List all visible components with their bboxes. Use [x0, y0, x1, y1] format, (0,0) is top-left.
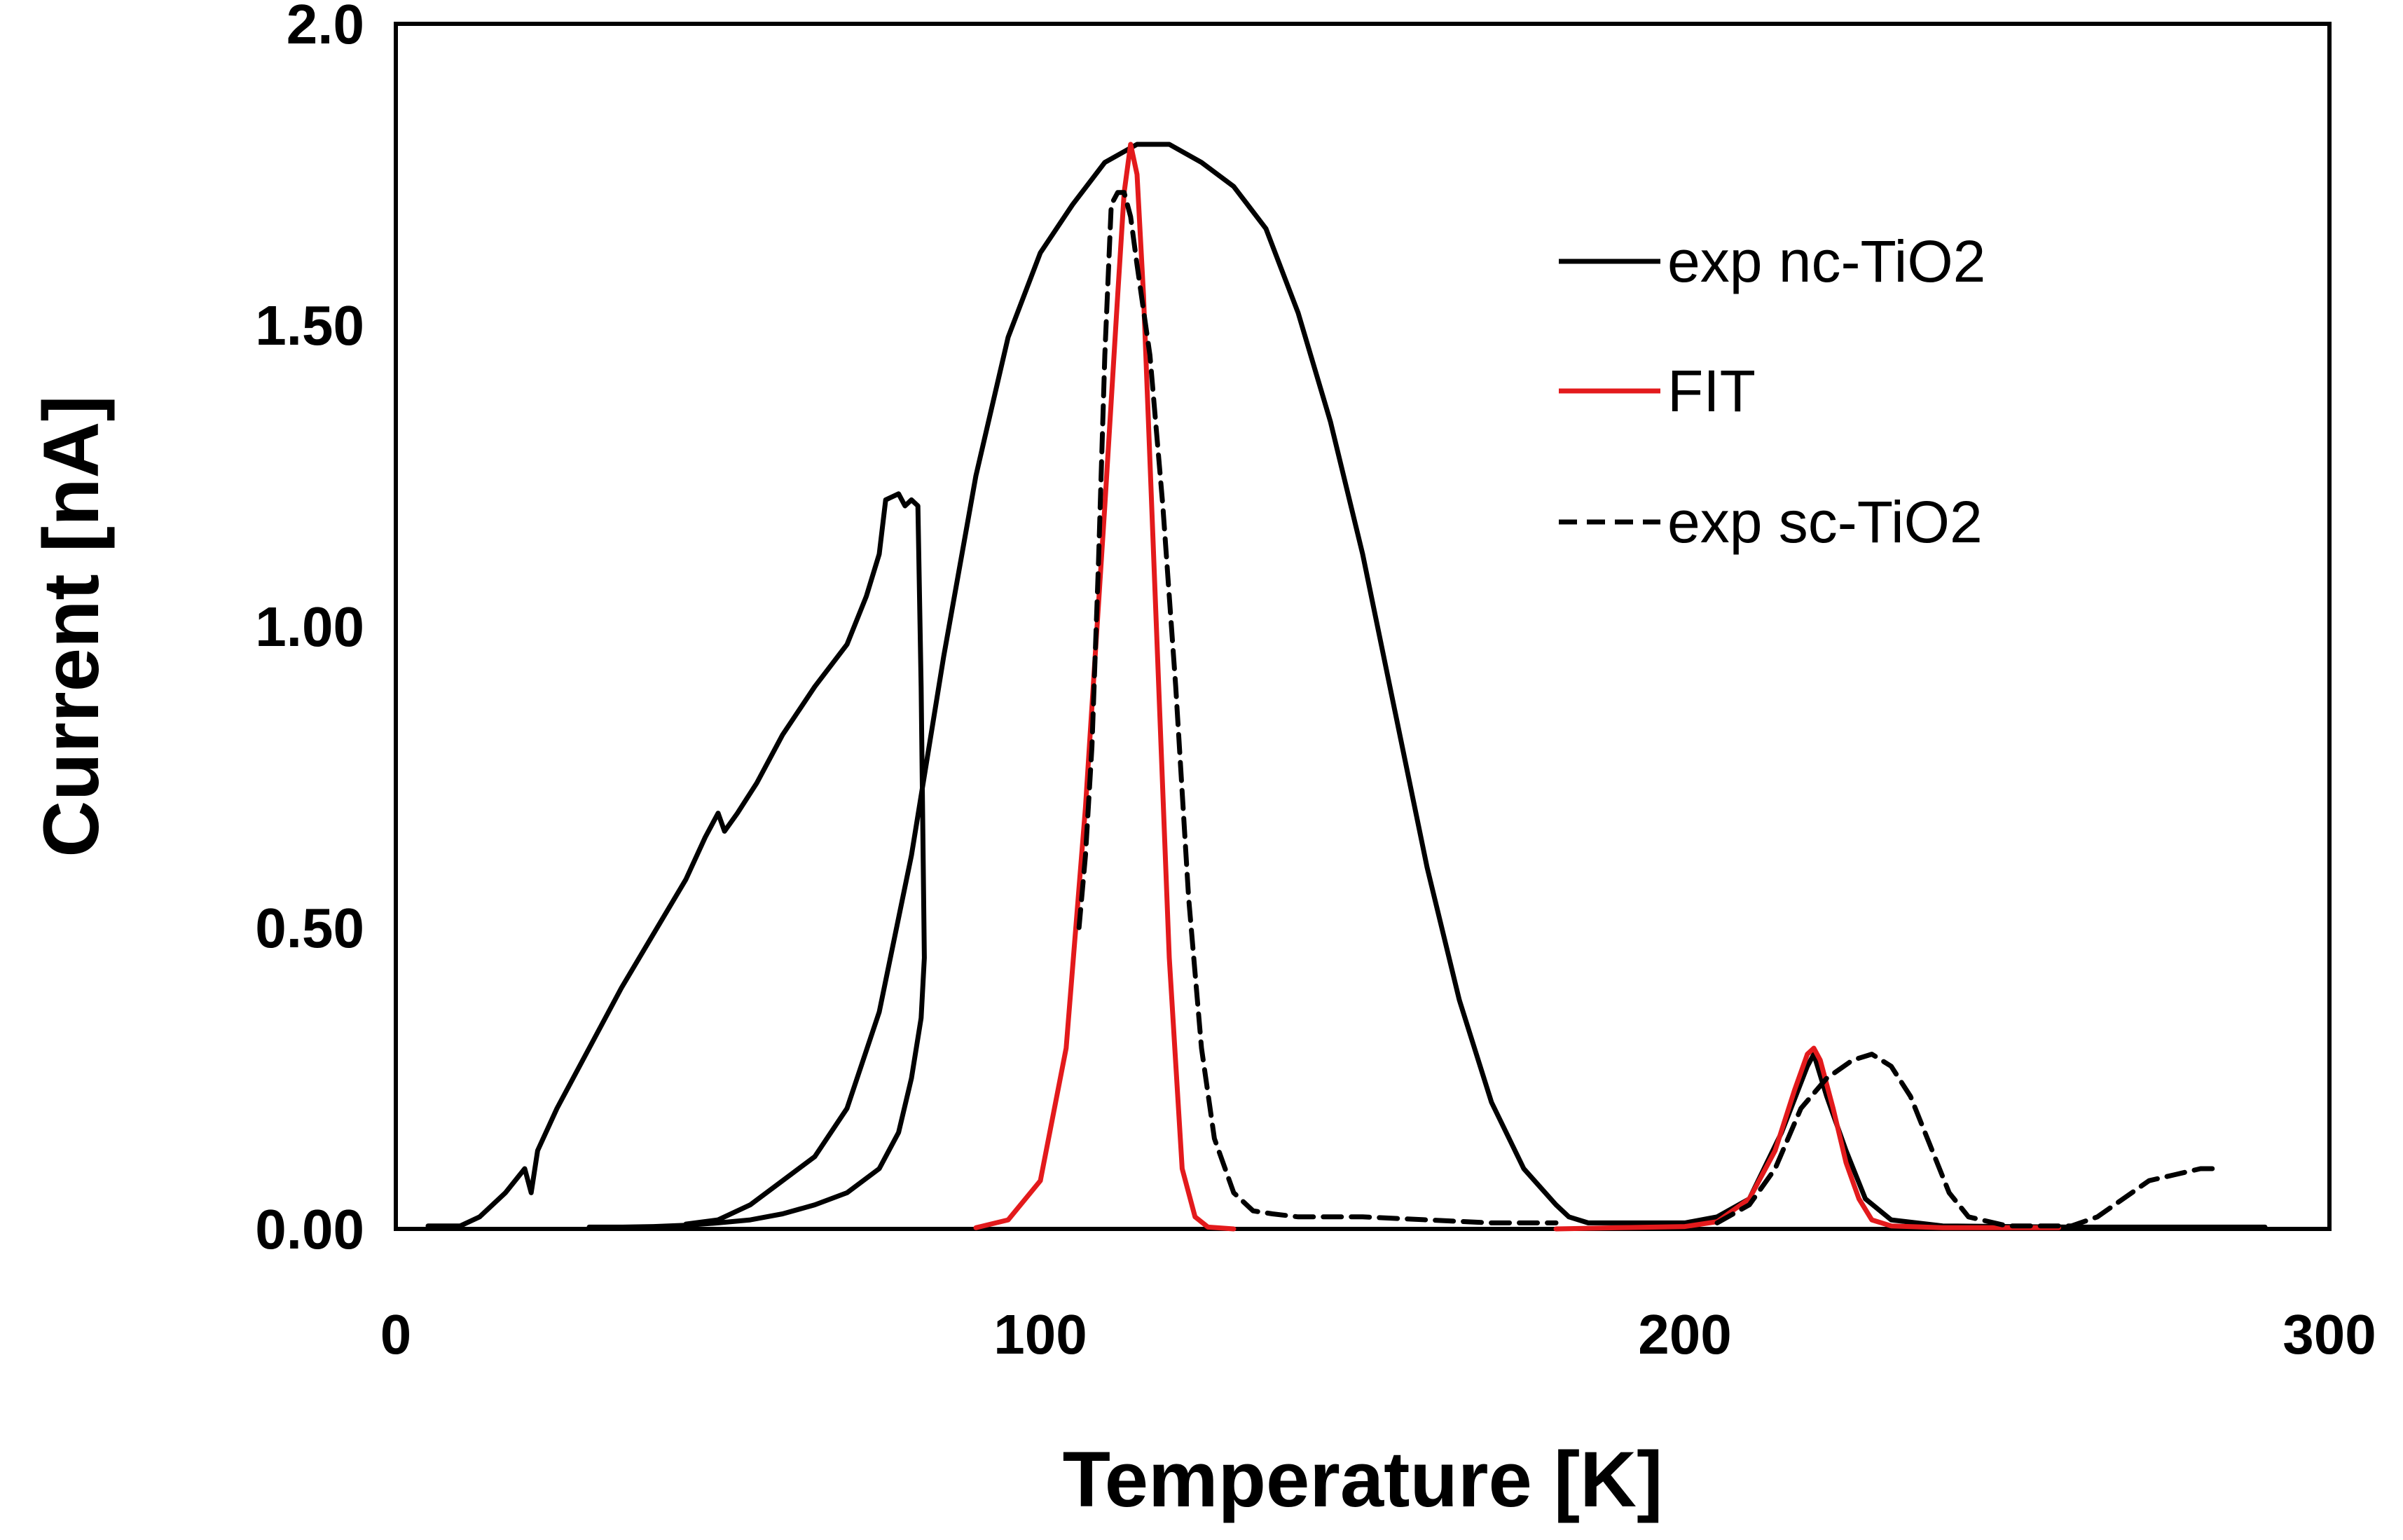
x-tick-label: 200: [1638, 1303, 1731, 1366]
series-line-fit-2: [1553, 1045, 2062, 1232]
tick-labels: 0 100 200 300 0.00 0.50 1.00 1.50 2.0: [255, 0, 2376, 1366]
y-tick-label: 0.00: [255, 1198, 364, 1260]
series-line-fit-1: [973, 142, 1237, 1232]
y-tick-label: 0.50: [255, 897, 364, 959]
series-line-exp-sc-tio2-2: [1714, 1052, 2223, 1229]
series-line-exp-nc-tio2-1: [425, 491, 927, 1230]
x-axis-title: Temperature [K]: [1063, 1436, 1663, 1523]
legend: exp nc-TiO2 FIT exp sc-TiO2: [1559, 228, 1985, 555]
y-axis-title: Current [nA]: [27, 395, 115, 857]
y-tick-label: 1.50: [255, 294, 364, 357]
legend-label-exp-nc: exp nc-TiO2: [1667, 228, 1985, 294]
series-layer: [425, 142, 2268, 1232]
x-tick-label: 0: [380, 1303, 412, 1366]
y-tick-label: 2.0: [287, 0, 364, 55]
y-tick-label: 1.00: [255, 596, 364, 658]
series-line-exp-sc-tio2-1: [1076, 190, 1559, 1225]
x-tick-label: 100: [993, 1303, 1087, 1366]
series-line-exp-nc-tio2-2: [683, 142, 2268, 1230]
plot-area-frame: [394, 22, 2332, 1231]
legend-label-exp-sc: exp sc-TiO2: [1667, 489, 1983, 555]
x-tick-label: 300: [2282, 1303, 2376, 1366]
legend-label-fit: FIT: [1667, 358, 1756, 424]
